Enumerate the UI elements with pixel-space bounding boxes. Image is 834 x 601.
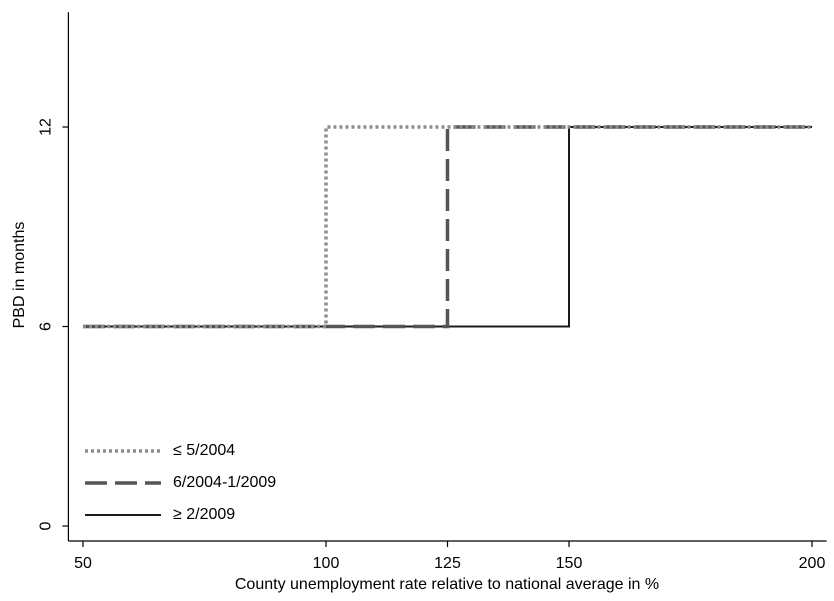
legend-label: ≤ 5/2004 bbox=[173, 442, 235, 459]
series-line bbox=[82, 125, 813, 329]
y-axis-title: PBD in months bbox=[11, 222, 28, 329]
legend-label: ≥ 2/2009 bbox=[173, 506, 235, 523]
x-tick-label: 100 bbox=[313, 555, 340, 572]
y-tick-label: 6 bbox=[38, 322, 55, 331]
legend-label: 6/2004-1/2009 bbox=[173, 474, 276, 491]
y-tick-label: 0 bbox=[38, 521, 55, 530]
y-tick-label: 12 bbox=[38, 118, 55, 136]
series-line bbox=[82, 125, 813, 329]
x-axis-title: County unemployment rate relative to nat… bbox=[235, 576, 659, 593]
x-tick-label: 150 bbox=[556, 555, 583, 572]
x-tick-label: 200 bbox=[799, 555, 826, 572]
x-tick-label: 125 bbox=[434, 555, 461, 572]
x-tick-label: 50 bbox=[74, 555, 92, 572]
